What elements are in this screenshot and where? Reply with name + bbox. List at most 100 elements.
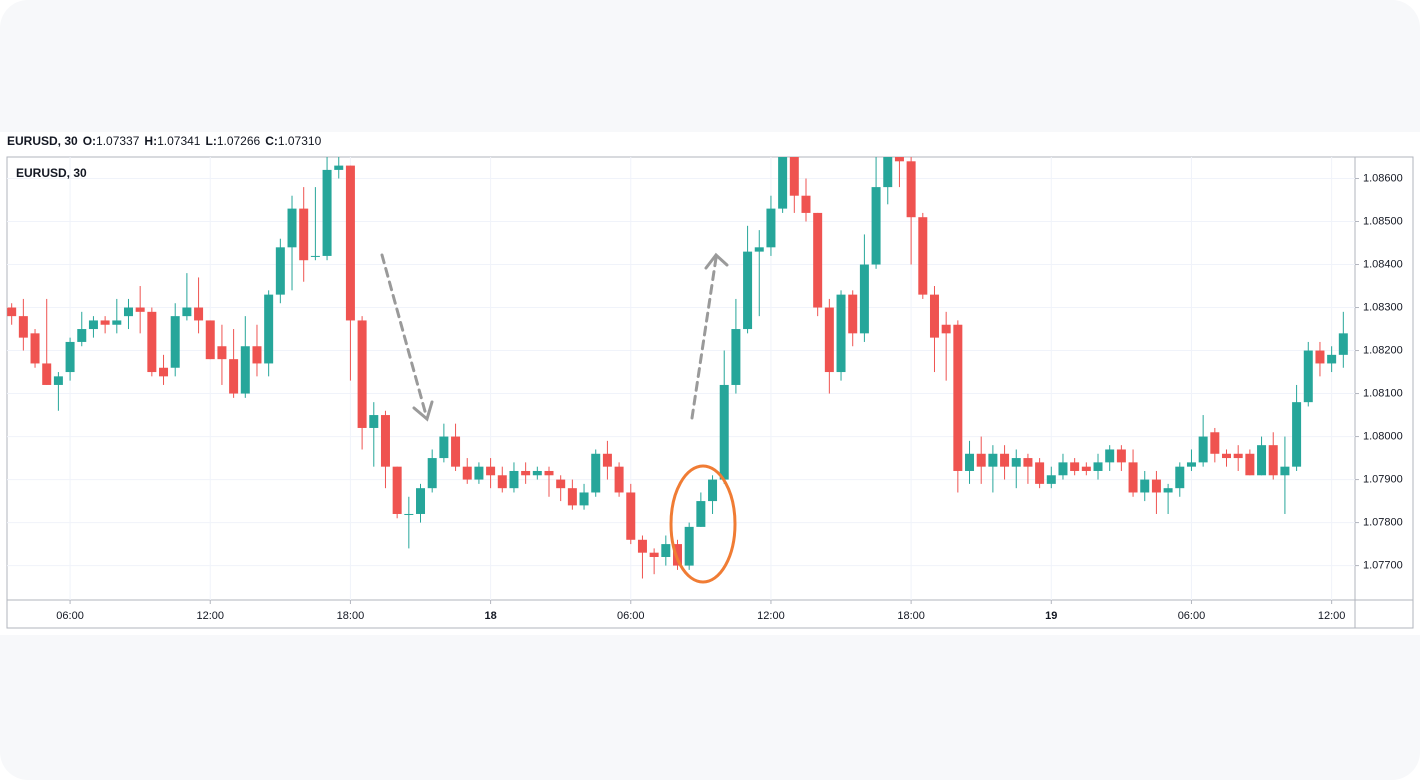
candle-body [147, 311, 157, 373]
candle-body [474, 466, 484, 480]
candle-body [1292, 402, 1302, 467]
candle-body [626, 492, 636, 540]
candle-body [824, 307, 834, 373]
candle-body [416, 488, 426, 514]
candle-body [135, 307, 145, 312]
candle-body [848, 294, 858, 334]
candle-body [1058, 462, 1068, 476]
x-tick-label: 19 [1045, 610, 1057, 622]
candle-body [532, 470, 542, 476]
candle-body [240, 346, 250, 394]
candle-body [766, 208, 776, 248]
candle-body [287, 208, 297, 248]
candle-body [1198, 436, 1208, 463]
candle-body [1093, 462, 1103, 471]
field-value: 1.07310 [278, 134, 322, 148]
candle-body [1315, 350, 1325, 364]
up-arrow [690, 256, 718, 420]
candle-body [88, 320, 98, 330]
candle-body [497, 475, 507, 489]
candle-body [1245, 453, 1255, 476]
candle-body [1280, 466, 1290, 476]
candle-body [1222, 453, 1232, 459]
candle-body [965, 453, 975, 471]
x-tick-label: 06:00 [1178, 610, 1206, 622]
candle-body [1070, 462, 1080, 471]
candle-body [310, 255, 320, 257]
candle-body [918, 217, 928, 295]
candle-body [451, 436, 461, 467]
field-value: 1.07266 [217, 134, 261, 148]
candle-body [1046, 475, 1056, 484]
candle-body [696, 501, 706, 527]
candle-body [906, 161, 916, 218]
candle-body [182, 307, 192, 317]
down-arrow [380, 253, 428, 417]
candle-body [264, 294, 274, 364]
candle-body [661, 544, 671, 557]
candle-body [871, 187, 881, 265]
up-arrow-head [704, 252, 729, 270]
candle-body [380, 415, 390, 467]
x-tick-label: 18 [484, 610, 496, 622]
candle-body [649, 552, 659, 557]
candle-body [357, 320, 367, 428]
candle-body [672, 544, 682, 566]
ohlc-header: EURUSD, 30 O:1.07337 H:1.07341 L:1.07266 C:1… [7, 134, 322, 148]
candle-body [521, 470, 531, 476]
candle-body [427, 458, 437, 489]
x-tick-label: 06:00 [56, 610, 84, 622]
candle-body [1257, 445, 1267, 476]
field-value: 1.07341 [157, 134, 201, 148]
chart-frame [6, 156, 1414, 629]
candle-body [579, 492, 589, 506]
candle-body [229, 359, 239, 394]
candle-body [1186, 462, 1196, 467]
candle-body [859, 264, 869, 334]
candle-body [883, 157, 893, 188]
candle-body [929, 294, 939, 338]
candle-body [1011, 458, 1021, 467]
candle-body [567, 488, 577, 506]
candle-body [591, 453, 601, 493]
y-tick-label: 1.08100 [1363, 387, 1403, 399]
candle-body [813, 212, 823, 308]
candle-body [719, 384, 729, 480]
y-tick-label: 1.08000 [1363, 430, 1403, 442]
candle-body [1327, 354, 1337, 364]
candle-body [1338, 333, 1348, 355]
candle-body [275, 247, 285, 295]
candle-body [217, 346, 227, 360]
y-tick-label: 1.07900 [1363, 473, 1403, 485]
candle-body [1151, 479, 1161, 493]
candle-body [18, 316, 28, 338]
candle-body [345, 165, 355, 321]
candle-body [778, 157, 788, 209]
candle-body [894, 157, 904, 162]
candle-body [369, 415, 379, 428]
y-tick-label: 1.07700 [1363, 559, 1403, 571]
candle-body [1035, 462, 1045, 484]
down-arrow-head [412, 400, 434, 422]
field-label: O: [83, 134, 96, 148]
candle-body [1023, 458, 1033, 467]
candle-body [392, 466, 402, 514]
candle-body [112, 320, 122, 325]
y-tick-label: 1.07800 [1363, 516, 1403, 528]
candle-body [556, 479, 566, 489]
y-tick-label: 1.08500 [1363, 215, 1403, 227]
candle-body [801, 195, 811, 213]
candle-body [637, 539, 647, 553]
y-tick-label: 1.08400 [1363, 258, 1403, 270]
field-label: C: [265, 134, 278, 148]
candle-body [1105, 449, 1115, 463]
candle-body [988, 453, 998, 467]
x-tick-label: 06:00 [617, 610, 645, 622]
y-tick-label: 1.08200 [1363, 344, 1403, 356]
candle-body [731, 329, 741, 385]
candle-body [1233, 453, 1243, 459]
candle-body [836, 294, 846, 373]
candle-body [1128, 462, 1138, 493]
